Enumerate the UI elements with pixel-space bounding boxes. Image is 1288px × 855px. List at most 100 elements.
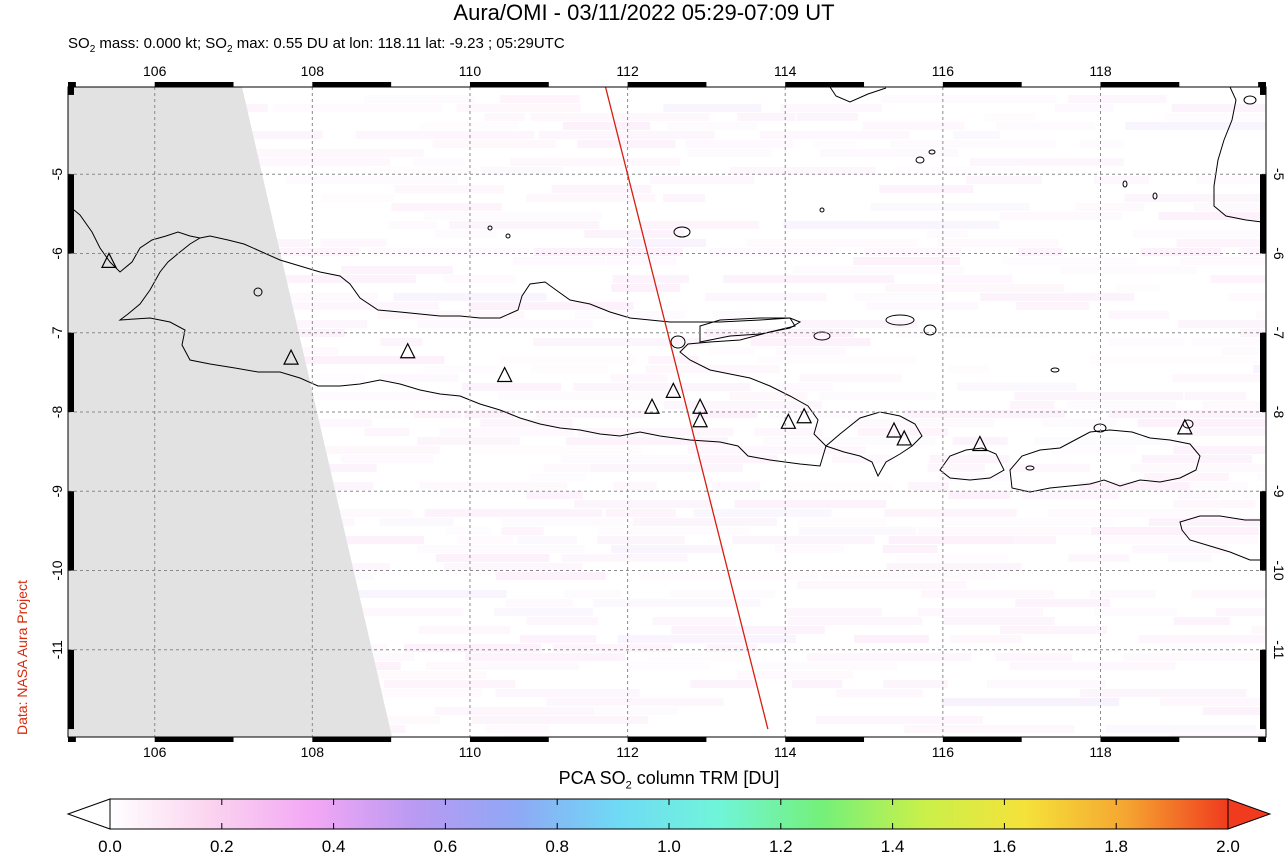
swath-stripe <box>1108 338 1185 346</box>
colorbar-tick-label: 2.0 <box>1216 837 1240 855</box>
colorbar-tick-label: 0.4 <box>322 837 346 855</box>
volcano-triangle-icon <box>692 411 709 428</box>
swath-stripe <box>796 113 859 121</box>
swath-stripe <box>690 680 756 688</box>
bali-coast <box>825 411 923 478</box>
frame-bar <box>627 82 707 87</box>
lat-tick-label: -5 <box>1271 168 1287 181</box>
colorbar-tick-label: 1.2 <box>769 837 793 855</box>
island <box>487 225 493 231</box>
swath-stripe <box>980 293 1135 301</box>
swath-stripe <box>1033 437 1183 445</box>
frame-bar <box>1260 174 1266 254</box>
swath-stripe <box>1079 140 1124 148</box>
swath-stripe <box>611 374 668 382</box>
lon-tick-label: 106 <box>143 63 167 79</box>
swath-stripe <box>1173 617 1230 625</box>
swath-stripe <box>1253 365 1266 373</box>
swath-stripe <box>435 554 550 562</box>
swath-stripe <box>577 428 734 436</box>
swath-stripe <box>807 653 972 661</box>
swath-stripe <box>648 356 699 364</box>
swath-stripe <box>472 446 643 454</box>
swath-stripe <box>904 725 1075 733</box>
swath-stripe <box>706 644 758 652</box>
so2-mass-prefix: SO <box>68 35 90 52</box>
colorbar-title: PCA SO2 column TRM [DU] <box>0 768 1288 792</box>
swath-stripe <box>1193 203 1266 211</box>
colorbar-high-arrow <box>1227 798 1272 830</box>
swath-stripe <box>417 437 520 445</box>
swath-stripe <box>864 248 962 256</box>
volcano-triangle-icon <box>101 252 117 268</box>
swath-stripe <box>1172 374 1266 382</box>
island <box>1050 367 1060 373</box>
island <box>670 335 686 349</box>
swath-stripe <box>1131 545 1228 553</box>
swath-stripe <box>484 113 526 121</box>
so2-mass-text: mass: 0.000 kt; SO <box>95 35 227 52</box>
swath-stripe <box>574 500 714 508</box>
lat-tick-label: -10 <box>49 560 65 580</box>
lon-tick-label: 118 <box>1089 744 1112 760</box>
swath-stripe <box>1130 464 1266 472</box>
swath-stripe <box>1256 311 1266 319</box>
frame-bar <box>942 82 1022 87</box>
swath-stripe <box>649 176 755 184</box>
swath-stripe <box>886 563 1022 571</box>
swath-stripe <box>799 374 901 382</box>
swath-stripe <box>272 104 443 112</box>
orbit-track-line <box>604 87 769 730</box>
swath-stripe <box>1068 554 1130 562</box>
swath-stripe <box>379 518 454 526</box>
swath-stripe <box>1000 626 1107 634</box>
swath-stripe <box>729 392 808 400</box>
colorbar-tick-label: 1.6 <box>993 837 1017 855</box>
swath-stripe <box>754 662 898 670</box>
swath-stripe <box>1180 257 1266 265</box>
swath-stripe <box>1014 392 1184 400</box>
swath-stripe <box>819 392 936 400</box>
swath-stripe <box>1191 590 1266 598</box>
lon-tick-label: 110 <box>459 744 482 760</box>
swath-stripe <box>705 329 855 337</box>
swath-stripe <box>419 482 568 490</box>
frame-bar <box>1258 82 1266 87</box>
coastlines <box>68 87 1266 561</box>
frame-bar <box>68 649 74 730</box>
swath-stripe <box>1090 527 1259 535</box>
swath-stripe <box>903 410 1065 418</box>
swath-stripe <box>775 383 833 391</box>
swath-stripe <box>500 356 637 364</box>
swath-stripe <box>417 320 593 328</box>
swath-stripe <box>562 122 651 130</box>
swath-stripe <box>1215 608 1266 616</box>
frame-bar <box>1260 332 1266 412</box>
frame-bar <box>1258 737 1266 742</box>
colorbar-tick-label: 0.6 <box>434 837 458 855</box>
swath-stripe <box>819 149 959 157</box>
swath-stripe <box>685 140 794 148</box>
swath-stripe <box>799 320 918 328</box>
colorbar-title-prefix: PCA SO <box>558 768 626 788</box>
swath-stripe <box>663 104 762 112</box>
frame-bar <box>68 174 74 254</box>
swath-stripe <box>456 104 581 112</box>
island <box>1243 95 1257 105</box>
swath-stripe <box>1169 734 1266 737</box>
swath-stripe <box>468 302 634 310</box>
swath-stripe <box>1075 203 1145 211</box>
island <box>253 287 263 297</box>
swath-stripe <box>746 239 917 247</box>
swath-stripe <box>1115 284 1159 292</box>
swath-stripe <box>729 167 876 175</box>
swath-stripe <box>404 644 542 652</box>
swath-stripe <box>763 437 936 445</box>
swath-stripe <box>948 491 1011 499</box>
swath-stripe <box>1160 644 1235 652</box>
swath-stripe <box>1108 311 1170 319</box>
frame-bar <box>1100 82 1180 87</box>
lat-tick-label: -10 <box>1271 560 1287 580</box>
swath-stripe <box>969 158 1125 166</box>
swath-stripe <box>273 356 445 364</box>
